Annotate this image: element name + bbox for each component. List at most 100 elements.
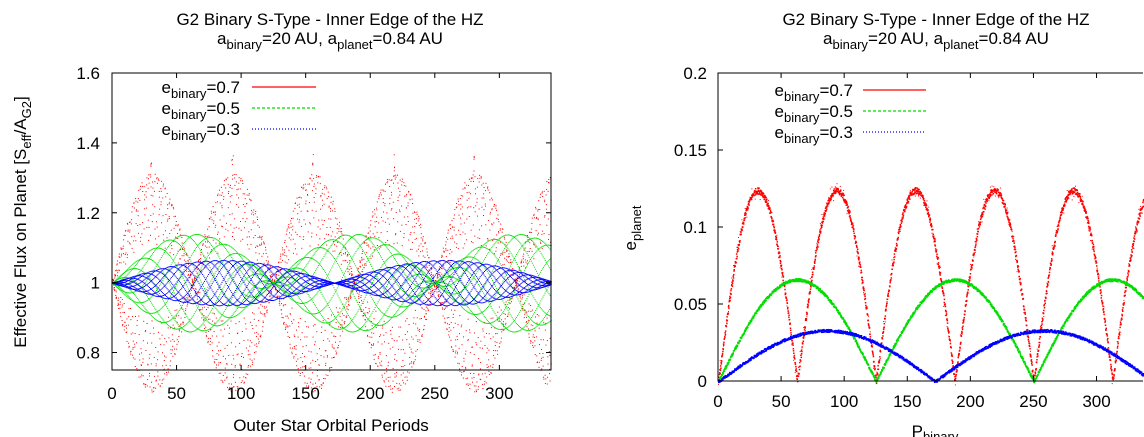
left-point [372,244,374,246]
left-point [455,207,457,209]
left-point [286,284,288,286]
left-point [184,301,185,303]
left-point [362,329,364,331]
left-point [513,272,514,274]
left-point [310,299,312,301]
left-point [301,303,302,304]
left-point [346,315,348,317]
left-point [117,285,118,287]
left-point [291,351,293,353]
left-point [506,250,508,251]
left-point [278,277,280,279]
left-point [153,306,155,307]
left-point [531,217,533,219]
left-point [343,307,345,309]
left-point [182,277,184,279]
left-point [268,278,270,280]
left-point [356,287,358,289]
left-point [334,217,336,219]
left-point [126,293,128,295]
left-point [167,218,169,220]
left-point [377,324,379,326]
left-point [312,313,314,315]
left-point [371,266,373,267]
left-point [341,248,343,250]
left-point [249,296,251,298]
left-point [309,297,311,299]
left-point [149,256,151,258]
left-point [147,296,148,298]
left-point [215,251,217,253]
left-point [384,314,386,316]
left-point [315,188,317,190]
left-point [191,284,193,286]
left-point [204,328,205,330]
left-point [176,237,178,239]
left-point [177,236,179,238]
left-point [150,279,152,281]
left-point [220,244,222,245]
left-point [303,268,305,270]
left-point [476,381,478,383]
left-point [221,261,223,263]
left-point [117,305,119,306]
left-point [484,372,486,374]
left-point [311,209,313,211]
left-point [356,330,358,332]
left-point [286,270,288,272]
left-point [449,262,451,263]
left-point [258,296,260,298]
left-point [441,254,443,256]
left-chart: G2 Binary S-Type - Inner Edge of the HZ … [11,10,552,435]
left-point [179,308,181,310]
left-point [317,247,319,249]
left-point [119,307,121,309]
left-point [388,380,390,382]
left-point [157,264,159,266]
left-point [416,237,418,239]
left-point [250,289,252,291]
left-point [198,277,200,279]
left-point [151,312,153,314]
left-point [176,312,178,314]
left-point [492,336,494,338]
left-point [230,320,232,322]
left-point [242,204,244,205]
left-point [226,376,228,378]
left-point [461,371,463,373]
left-point [433,284,435,286]
left-point [345,234,347,236]
left-point [124,271,126,273]
left-point [115,289,117,291]
left-point [298,197,300,198]
left-point [328,234,329,236]
left-point [322,224,324,226]
left-point [362,309,364,311]
left-point [174,327,176,329]
left-point [385,260,387,262]
left-point [385,378,387,380]
left-point [232,354,234,356]
left-point [179,228,181,230]
left-point [237,306,239,308]
left-point [131,264,133,266]
left-point [348,285,350,286]
left-point [277,291,279,293]
left-point [252,284,254,286]
left-point [369,240,371,242]
left-point [426,251,428,253]
left-point [378,222,380,224]
left-point [400,374,402,376]
left-point [277,278,279,280]
left-point [430,295,432,297]
left-point [216,353,218,355]
left-point [139,200,141,202]
left-point [129,282,131,284]
left-point [332,242,334,244]
left-point [400,326,402,328]
left-point [239,363,241,365]
left-point [125,295,127,297]
left-point [189,236,191,238]
left-point [367,290,369,292]
left-point [248,236,250,238]
